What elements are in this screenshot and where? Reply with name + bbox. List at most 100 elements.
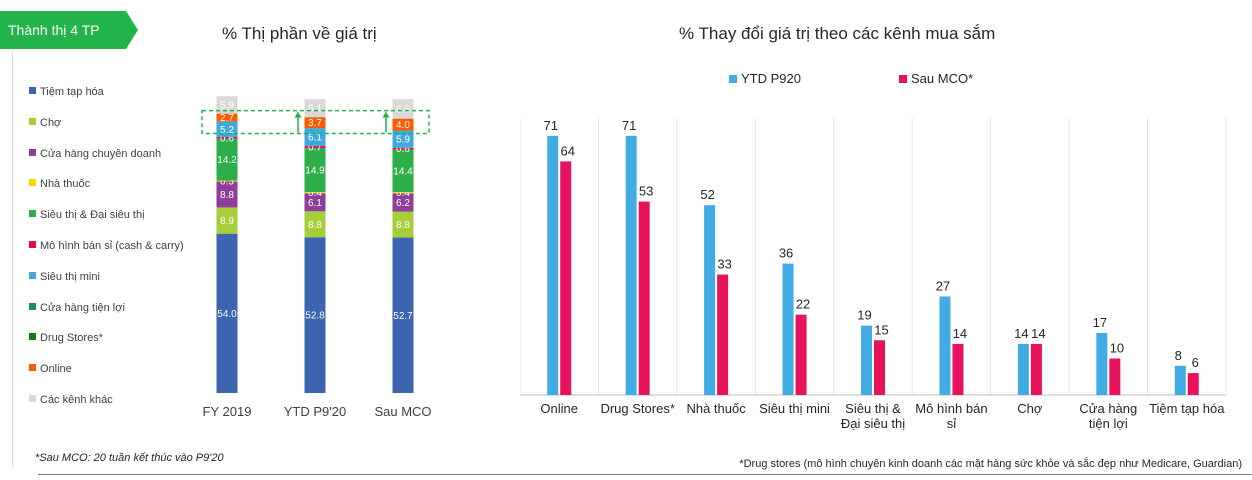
category-label-sieu-thi-dai-sieu-thi: Siêu thị & <box>845 401 901 416</box>
segment-label-sieu-thi-mini-1: 6.1 <box>308 133 322 144</box>
segment-label-cua-hang-chuyen-doanh-1: 6.1 <box>308 198 322 209</box>
legend-label: Chợ <box>40 117 61 129</box>
bar-sau-mco-sieu-thi-dai-sieu-thi <box>874 340 885 395</box>
value-label-sau-mco-sieu-thi-dai-sieu-thi: 15 <box>874 322 888 337</box>
segment-label-sieu-thi-dai-sieu-thi-2: 14.4 <box>393 166 413 177</box>
legend-item-drug-stores: Drug Stores* <box>29 332 103 346</box>
legend-swatch <box>29 149 36 156</box>
legend-swatch <box>29 333 36 340</box>
increase-arrow-head-2 <box>383 112 390 118</box>
value-label-ytd-p920-cua-hang-tien-loi: 17 <box>1093 315 1107 330</box>
left-divider <box>12 52 13 467</box>
legend-swatch <box>29 179 36 186</box>
value-label-ytd-p920-online: 71 <box>543 118 557 133</box>
segment-label-online-0: 2.7 <box>220 113 234 124</box>
bar-sau-mco-cua-hang-tien-loi <box>1109 359 1120 396</box>
legend-item-sieu-thi-mini: Siêu thị mini <box>29 271 100 285</box>
legend-item-sieu-thi-dai-sieu-thi: Siêu thị & Đại siêu thị <box>29 209 145 223</box>
legend-label: Drug Stores* <box>40 332 103 344</box>
category-label-cua-hang-tien-loi: Cửa hàng <box>1079 401 1137 416</box>
legend-item-ytd-p920: YTD P920 <box>729 71 801 86</box>
legend-label: Online <box>40 363 72 375</box>
value-label-sau-mco-mo-hinh-ban-si: 14 <box>953 326 967 341</box>
segment-label-cac-kenh-khac-1: 6.1 <box>308 104 322 115</box>
category-label-sieu-thi-dai-sieu-thi-line2: Đại siêu thị <box>841 416 905 431</box>
legend-swatch <box>29 118 36 125</box>
category-label-online: Online <box>540 401 578 416</box>
bar-sau-mco-mo-hinh-ban-si <box>952 344 963 395</box>
legend-swatch <box>899 75 907 83</box>
legend-swatch <box>29 303 36 310</box>
footnote-mco: *Sau MCO: 20 tuần kết thúc vào P9'20 <box>35 452 224 464</box>
bar-ytd-p920-sieu-thi-dai-sieu-thi <box>861 326 872 395</box>
segment-label-online-2: 4.0 <box>396 120 410 131</box>
legend-label: Tiệm tạp hóa <box>40 86 104 98</box>
legend-swatch <box>29 87 36 94</box>
value-label-ytd-p920-tiem-tap-hoa: 8 <box>1175 348 1182 363</box>
value-label-ytd-p920-sieu-thi-mini: 36 <box>779 246 793 261</box>
legend-label: Cửa hàng tiện lợi <box>40 302 125 314</box>
segment-label-cua-hang-chuyen-doanh-2: 6.2 <box>396 198 410 209</box>
category-label-cua-hang-tien-loi-line2: tiện lợi <box>1089 416 1128 431</box>
bar-ytd-p920-online <box>547 136 558 395</box>
value-label-ytd-p920-cho: 14 <box>1014 326 1028 341</box>
category-label-cho: Chợ <box>1017 401 1043 416</box>
legend-label: Siêu thị mini <box>40 271 100 283</box>
segment-label-tiem-tap-hoa-1: 52.8 <box>305 311 325 322</box>
legend-label: Sau MCO* <box>911 71 973 86</box>
segment-label-cho-2: 8.8 <box>396 220 410 231</box>
legend-swatch <box>29 395 36 402</box>
legend-swatch <box>729 75 737 83</box>
value-label-ytd-p920-drug-stores: 71 <box>622 118 636 133</box>
bar-sau-mco-online <box>560 161 571 395</box>
stacked-bar-chart: 54.08.98.80.314.20.65.22.75.9FY 201952.8… <box>190 90 460 430</box>
grouped-bar-chart: 7164Online7153Drug Stores*5233Nhà thuốc3… <box>520 118 1230 440</box>
value-label-sau-mco-sieu-thi-mini: 22 <box>796 297 810 312</box>
bar-ytd-p920-tiem-tap-hoa <box>1175 366 1186 395</box>
right-chart-title: % Thay đổi giá trị theo các kênh mua sắm <box>679 24 995 44</box>
segment-label-sieu-thi-dai-sieu-thi-1: 14.9 <box>305 166 325 177</box>
bar-sau-mco-drug-stores <box>639 202 650 395</box>
value-label-sau-mco-tiem-tap-hoa: 6 <box>1192 355 1199 370</box>
legend-swatch <box>29 210 36 217</box>
value-label-sau-mco-drug-stores: 53 <box>639 184 653 199</box>
bar-ytd-p920-sieu-thi-mini <box>783 264 794 395</box>
category-label-0: FY 2019 <box>203 404 252 419</box>
legend-item-cho: Chợ <box>29 117 61 131</box>
left-chart-title: % Thị phần về giá trị <box>222 24 377 44</box>
category-label-mo-hinh-ban-si: Mô hình bán <box>915 401 987 416</box>
value-label-sau-mco-nha-thuoc: 33 <box>717 257 731 272</box>
legend-item-mo-hinh-ban-si-cash-carry: Mô hình bán sỉ (cash & carry) <box>29 240 184 254</box>
legend-item-cua-hang-tien-loi: Cửa hàng tiện lợi <box>29 302 125 316</box>
market-tag-label: Thành thị 4 TP <box>8 22 100 38</box>
bar-sau-mco-sieu-thi-mini <box>796 315 807 395</box>
segment-label-sieu-thi-mini-2: 5.9 <box>396 135 410 146</box>
legend-item-online: Online <box>29 363 72 377</box>
legend-label: Các kênh khác <box>40 394 113 406</box>
legend-item-cua-hang-chuyen-doanh: Cửa hàng chuyên doanh <box>29 148 161 162</box>
segment-label-cho-1: 8.8 <box>308 220 322 231</box>
segment-label-tiem-tap-hoa-0: 54.0 <box>217 309 237 320</box>
segment-label-cho-0: 8.9 <box>220 216 234 227</box>
segment-label-tiem-tap-hoa-2: 52.7 <box>393 311 413 322</box>
value-label-ytd-p920-nha-thuoc: 52 <box>700 187 714 202</box>
value-label-sau-mco-cua-hang-tien-loi: 10 <box>1110 341 1124 356</box>
legend-label: Nhà thuốc <box>40 178 90 190</box>
category-label-mo-hinh-ban-si-line2: sỉ <box>947 416 957 431</box>
legend-label: Cửa hàng chuyên doanh <box>40 148 161 160</box>
value-label-ytd-p920-sieu-thi-dai-sieu-thi: 19 <box>857 308 871 323</box>
segment-label-online-1: 3.7 <box>308 118 322 129</box>
segment-label-cua-hang-chuyen-doanh-0: 8.8 <box>220 190 234 201</box>
category-label-1: YTD P9'20 <box>284 404 346 419</box>
legend-item-cac-kenh-khac: Các kênh khác <box>29 394 113 408</box>
value-label-sau-mco-cho: 14 <box>1031 326 1045 341</box>
legend-item-tiem-tap-hoa: Tiệm tạp hóa <box>29 86 104 100</box>
legend-label: YTD P920 <box>741 71 801 86</box>
bar-ytd-p920-drug-stores <box>626 136 637 395</box>
value-label-ytd-p920-mo-hinh-ban-si: 27 <box>936 278 950 293</box>
legend-swatch <box>29 241 36 248</box>
bar-ytd-p920-cua-hang-tien-loi <box>1096 333 1107 395</box>
category-label-tiem-tap-hoa: Tiệm tạp hóa <box>1149 401 1225 416</box>
legend-swatch <box>29 364 36 371</box>
bar-sau-mco-nha-thuoc <box>717 275 728 395</box>
